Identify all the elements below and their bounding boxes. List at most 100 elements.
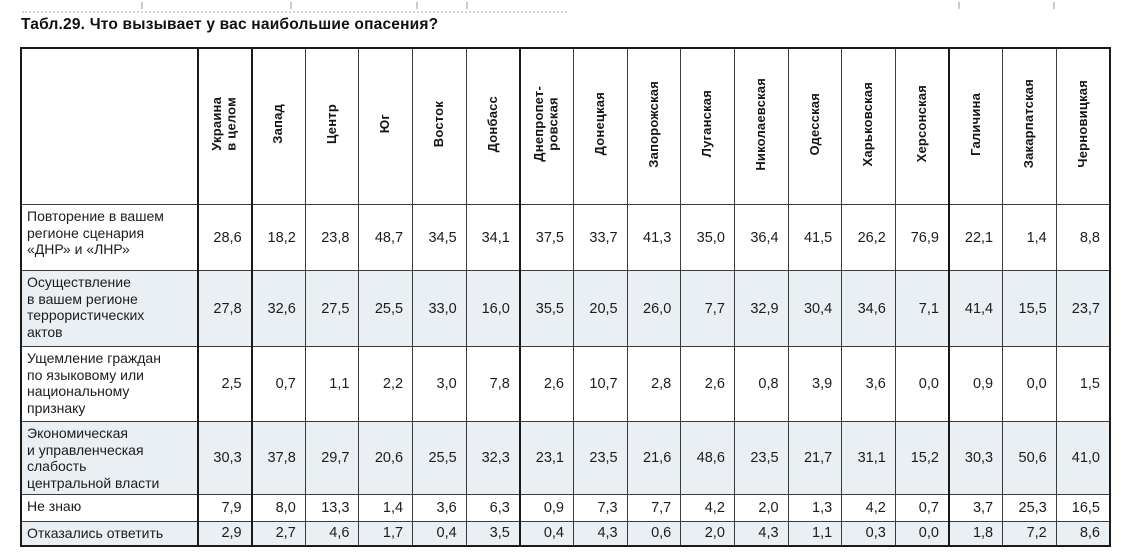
value-cell-r1-c0: 27,8 bbox=[197, 270, 253, 347]
value-cell-r3-c6: 23,1 bbox=[518, 420, 574, 496]
value-cell-r3-c0: 30,3 bbox=[197, 420, 253, 496]
value-cell-r2-c10: 0,8 bbox=[733, 346, 789, 422]
remnant-fragment bbox=[1053, 2, 1055, 9]
column-header-1: Запад bbox=[250, 47, 306, 205]
value-cell-r2-c13: 0,0 bbox=[894, 346, 950, 422]
page-title: Табл.29. Что вызывает у вас наибольшие о… bbox=[21, 16, 439, 33]
value-cell-r5-c9: 2,0 bbox=[680, 521, 735, 547]
value-cell-r4-c12: 4,2 bbox=[841, 494, 896, 523]
value-cell-r2-c12: 3,6 bbox=[841, 346, 896, 422]
value-cell-r0-c7: 33,7 bbox=[572, 204, 628, 271]
value-cell-r3-c3: 20,6 bbox=[358, 420, 414, 496]
column-header-label: Харьковская bbox=[860, 81, 876, 167]
value-cell-r3-c9: 48,6 bbox=[680, 420, 735, 496]
value-cell-r1-c1: 32,6 bbox=[250, 270, 306, 347]
value-cell-r3-c4: 25,5 bbox=[412, 420, 467, 496]
value-cell-r3-c13: 15,2 bbox=[894, 420, 950, 496]
remnant-fragment bbox=[290, 2, 292, 9]
value-cell-r2-c11: 3,9 bbox=[787, 346, 843, 422]
value-cell-r4-c9: 4,2 bbox=[680, 494, 735, 523]
table-row-0: Повторение в вашем регионе сценария «ДНР… bbox=[20, 204, 1111, 271]
value-cell-r2-c0: 2,5 bbox=[197, 346, 253, 422]
column-header-16: Черновицкая bbox=[1055, 47, 1111, 205]
row-label: Повторение в вашем регионе сценария «ДНР… bbox=[20, 204, 199, 271]
value-cell-r4-c16: 16,5 bbox=[1055, 494, 1111, 523]
value-cell-r0-c14: 22,1 bbox=[947, 204, 1004, 271]
value-cell-r0-c13: 76,9 bbox=[894, 204, 950, 271]
value-cell-r5-c5: 3,5 bbox=[465, 521, 521, 547]
value-cell-r0-c12: 26,2 bbox=[841, 204, 896, 271]
value-cell-r2-c16: 1,5 bbox=[1055, 346, 1111, 422]
value-cell-r1-c10: 32,9 bbox=[733, 270, 789, 347]
column-header-label: Центр bbox=[323, 103, 339, 145]
value-cell-r3-c10: 23,5 bbox=[733, 420, 789, 496]
value-cell-r4-c4: 3,6 bbox=[412, 494, 467, 523]
column-header-7: Донецкая bbox=[572, 47, 628, 205]
value-cell-r5-c7: 4,3 bbox=[572, 521, 628, 547]
value-cell-r1-c9: 7,7 bbox=[680, 270, 735, 347]
column-header-label: Запорожская bbox=[645, 80, 661, 168]
value-cell-r5-c6: 0,4 bbox=[518, 521, 574, 547]
column-header-label: Луганская bbox=[699, 90, 715, 158]
column-header-12: Харьковская bbox=[841, 47, 896, 205]
value-cell-r2-c14: 0,9 bbox=[947, 346, 1004, 422]
value-cell-r4-c10: 2,0 bbox=[733, 494, 789, 523]
column-header-label: Одесская bbox=[806, 92, 822, 156]
value-cell-r1-c3: 25,5 bbox=[358, 270, 414, 347]
value-cell-r3-c11: 21,7 bbox=[787, 420, 843, 496]
column-header-label: Украина в целом bbox=[209, 97, 239, 151]
value-cell-r2-c5: 7,8 bbox=[465, 346, 521, 422]
value-cell-r0-c15: 1,4 bbox=[1002, 204, 1057, 271]
value-cell-r2-c15: 0,0 bbox=[1002, 346, 1057, 422]
column-header-2: Центр bbox=[304, 47, 360, 205]
column-header-3: Юг bbox=[358, 47, 414, 205]
value-cell-r5-c4: 0,4 bbox=[412, 521, 467, 547]
remnant-fragment bbox=[466, 2, 468, 9]
value-cell-r4-c15: 25,3 bbox=[1002, 494, 1057, 523]
value-cell-r3-c2: 29,7 bbox=[304, 420, 360, 496]
value-cell-r5-c14: 1,8 bbox=[947, 521, 1004, 547]
column-header-label: Запад bbox=[270, 104, 286, 144]
value-cell-r3-c5: 32,3 bbox=[465, 420, 521, 496]
value-cell-r0-c8: 41,3 bbox=[626, 204, 682, 271]
value-cell-r4-c5: 6,3 bbox=[465, 494, 521, 523]
column-header-label: Галичина bbox=[967, 92, 983, 156]
value-cell-r5-c13: 0,0 bbox=[894, 521, 950, 547]
corner-cell bbox=[20, 47, 199, 205]
table-row-2: Ущемление граждан по языковому или нацио… bbox=[20, 346, 1111, 422]
row-label: Осуществление в вашем регионе террористи… bbox=[20, 270, 199, 347]
value-cell-r5-c3: 1,7 bbox=[358, 521, 414, 547]
column-header-label: Херсонская bbox=[913, 85, 929, 163]
column-header-label: Черновицкая bbox=[1074, 80, 1090, 168]
column-header-13: Херсонская bbox=[894, 47, 950, 205]
value-cell-r4-c7: 7,3 bbox=[572, 494, 628, 523]
value-cell-r1-c14: 41,4 bbox=[947, 270, 1004, 347]
value-cell-r3-c7: 23,5 bbox=[572, 420, 628, 496]
table-row-5: Отказались ответить 2,9 2,7 4,6 1,7 0,4 3,5 0,4… bbox=[20, 521, 1111, 547]
column-header-0: Украина в целом bbox=[197, 47, 253, 205]
column-header-label: Донецкая bbox=[592, 92, 608, 156]
value-cell-r2-c4: 3,0 bbox=[412, 346, 467, 422]
value-cell-r2-c8: 2,8 bbox=[626, 346, 682, 422]
value-cell-r0-c6: 37,5 bbox=[518, 204, 574, 271]
remnant-fragment bbox=[22, 11, 567, 13]
column-header-label: Восток bbox=[431, 100, 447, 148]
value-cell-r4-c11: 1,3 bbox=[787, 494, 843, 523]
value-cell-r0-c11: 41,5 bbox=[787, 204, 843, 271]
column-header-label: Юг bbox=[377, 114, 393, 134]
row-label: Экономическая и управленческая слабость … bbox=[20, 420, 199, 496]
value-cell-r3-c15: 50,6 bbox=[1002, 420, 1057, 496]
value-cell-r1-c2: 27,5 bbox=[304, 270, 360, 347]
value-cell-r2-c7: 10,7 bbox=[572, 346, 628, 422]
value-cell-r1-c12: 34,6 bbox=[841, 270, 896, 347]
table-row-1: Осуществление в вашем регионе террористи… bbox=[20, 270, 1111, 347]
value-cell-r5-c2: 4,6 bbox=[304, 521, 360, 547]
value-cell-r3-c8: 21,6 bbox=[626, 420, 682, 496]
value-cell-r3-c16: 41,0 bbox=[1055, 420, 1111, 496]
value-cell-r4-c6: 0,9 bbox=[518, 494, 574, 523]
column-header-5: Донбасс bbox=[465, 47, 521, 205]
remnant-fragment bbox=[141, 2, 143, 9]
value-cell-r1-c16: 23,7 bbox=[1055, 270, 1111, 347]
column-header-8: Запорожская bbox=[626, 47, 682, 205]
value-cell-r1-c8: 26,0 bbox=[626, 270, 682, 347]
